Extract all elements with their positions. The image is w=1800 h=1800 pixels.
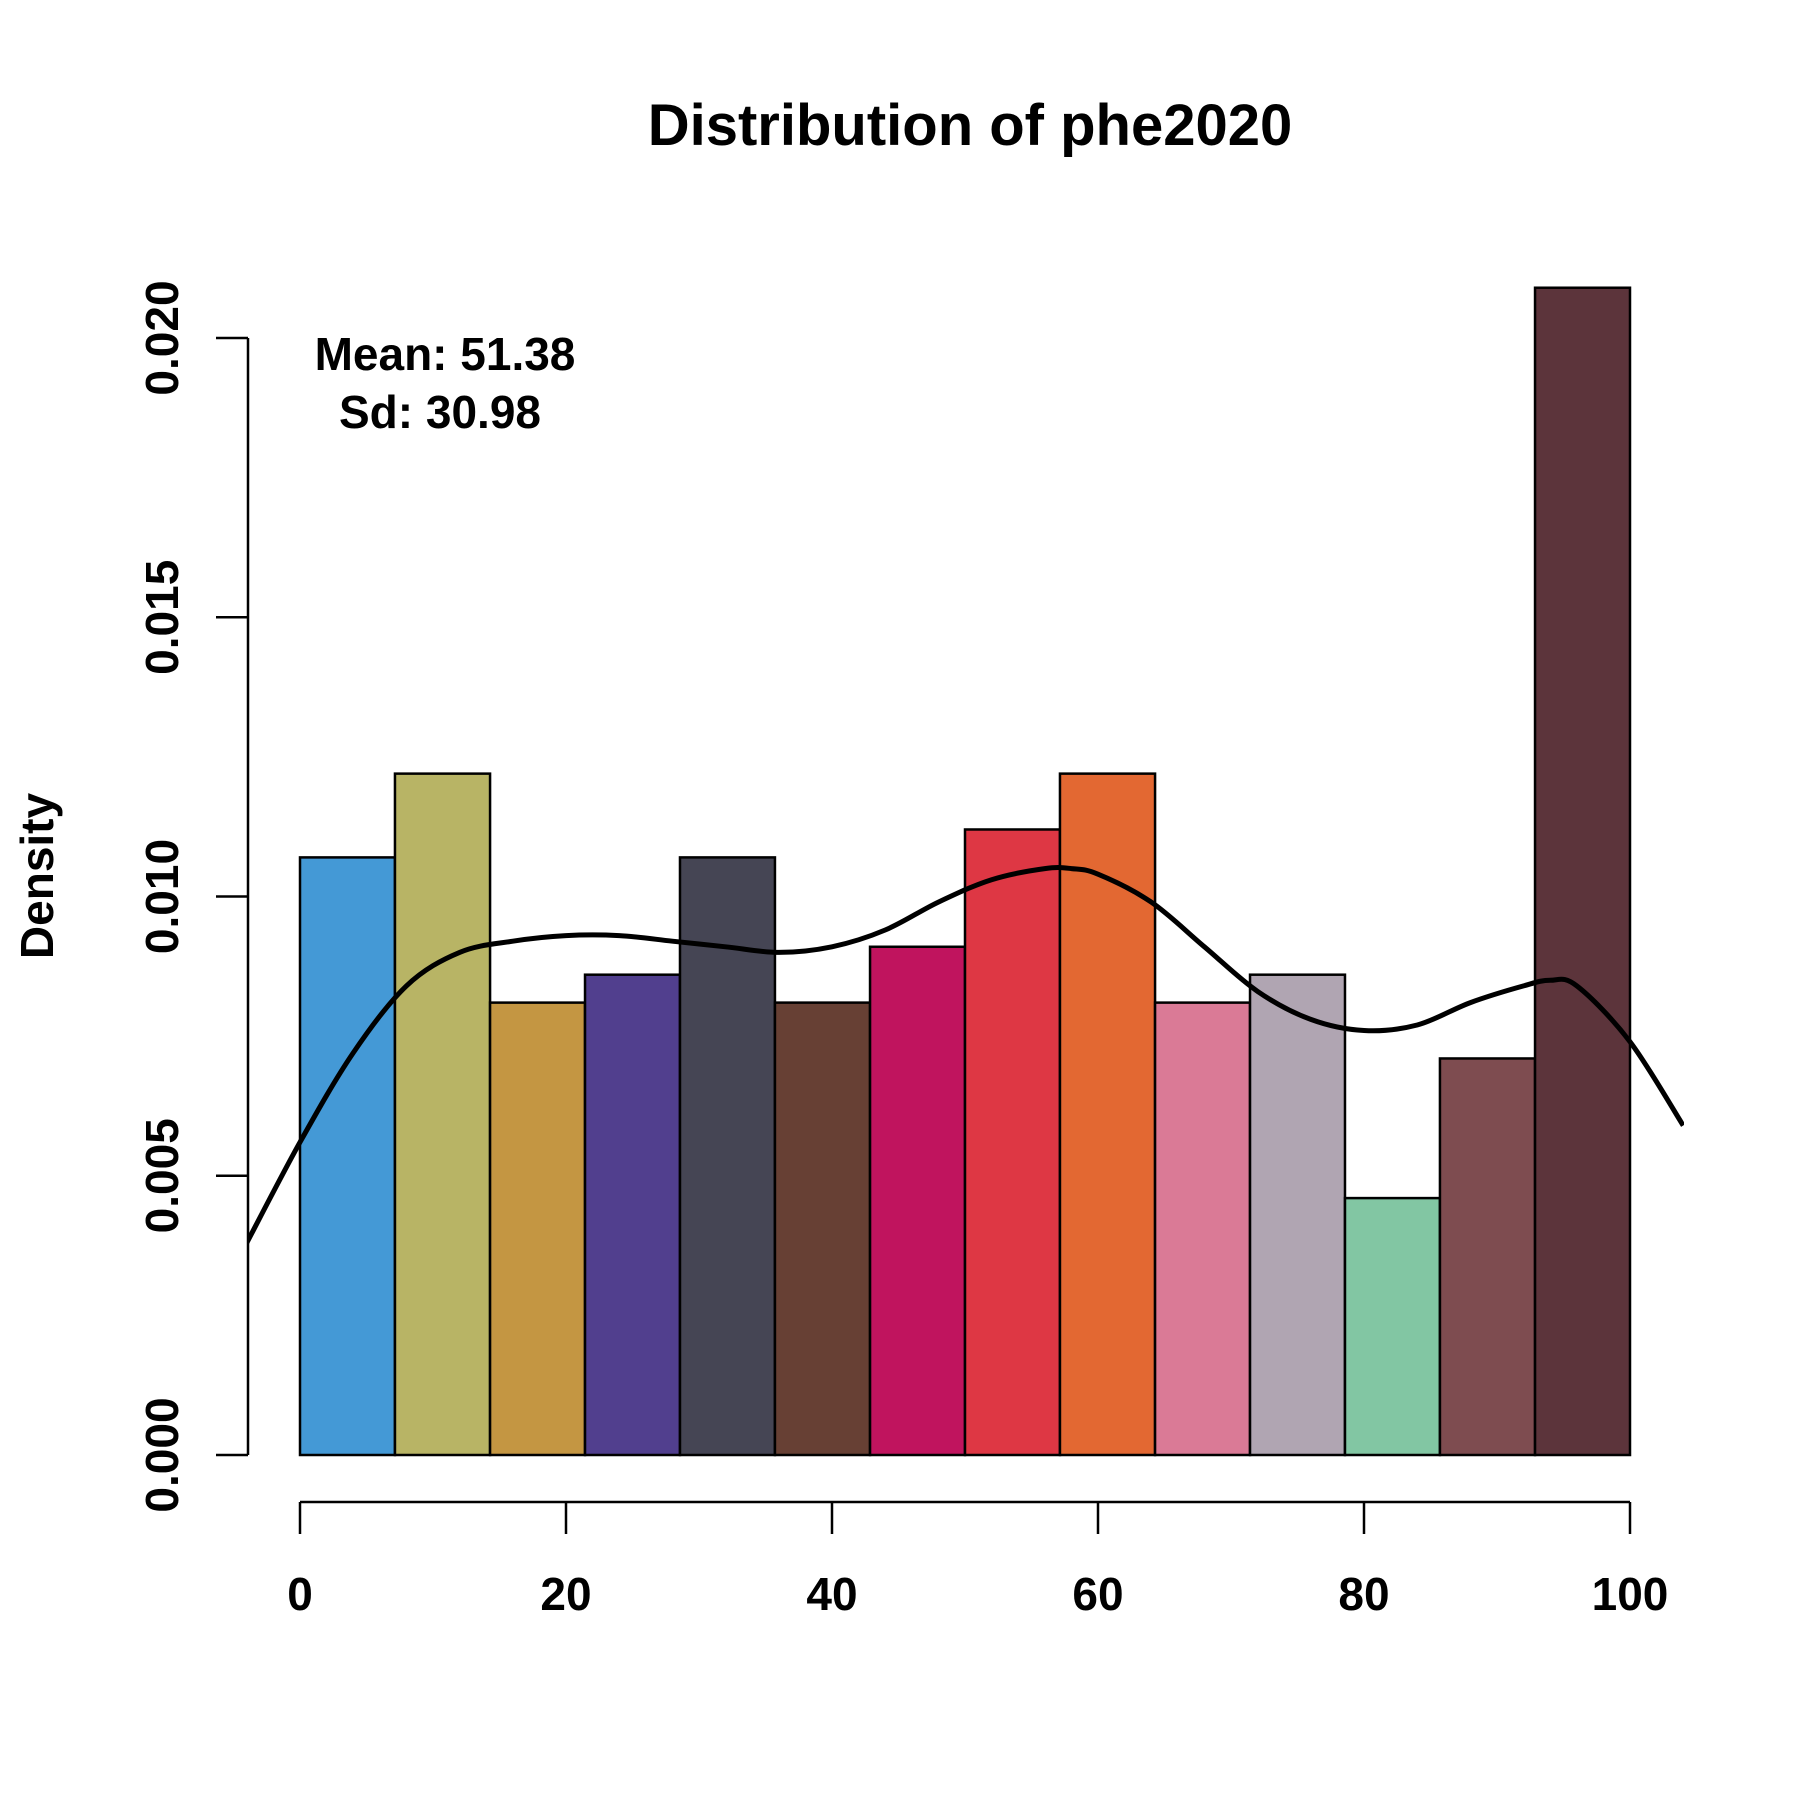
histogram-bar-14 [1533, 286, 1632, 1457]
histogram-bar-6 [773, 1001, 872, 1457]
histogram-bar-5 [678, 856, 777, 1457]
y-tick-label: 0.010 [136, 839, 188, 954]
y-tick-label: 0.000 [136, 1397, 188, 1512]
x-tick-label: 0 [287, 1568, 313, 1620]
x-tick-label: 40 [806, 1568, 857, 1620]
histogram-bars [298, 286, 1632, 1457]
histogram-bar-11 [1248, 973, 1347, 1457]
chart-title: Distribution of phe2020 [648, 93, 1293, 158]
histogram-bar-12 [1343, 1196, 1442, 1457]
x-tick-label: 80 [1338, 1568, 1389, 1620]
x-axis: 0 20 40 60 80 100 [287, 1500, 1669, 1620]
histogram-bar-9 [1058, 772, 1157, 1457]
x-tick-label: 100 [1592, 1568, 1669, 1620]
histogram-bar-10 [1153, 1001, 1252, 1457]
histogram-bar-4 [583, 973, 682, 1457]
mean-annotation: Mean: 51.38 [315, 328, 576, 380]
histogram-bar-1 [298, 856, 397, 1457]
density-curve [248, 865, 1684, 1244]
y-axis: 0.000 0.005 0.010 0.015 0.020 [136, 280, 250, 1513]
y-axis-title: Density [11, 793, 63, 960]
y-tick-label: 0.015 [136, 560, 188, 675]
histogram-bar-7 [868, 945, 967, 1457]
y-tick-label: 0.020 [136, 280, 188, 395]
x-tick-label: 20 [540, 1568, 591, 1620]
y-tick-label: 0.005 [136, 1118, 188, 1233]
histogram-bar-13 [1438, 1057, 1537, 1457]
histogram-bar-2 [393, 772, 492, 1457]
x-tick-label: 60 [1072, 1568, 1123, 1620]
histogram-bar-3 [488, 1001, 587, 1457]
sd-annotation: Sd: 30.98 [339, 386, 541, 438]
histogram-bar-8 [963, 828, 1062, 1457]
